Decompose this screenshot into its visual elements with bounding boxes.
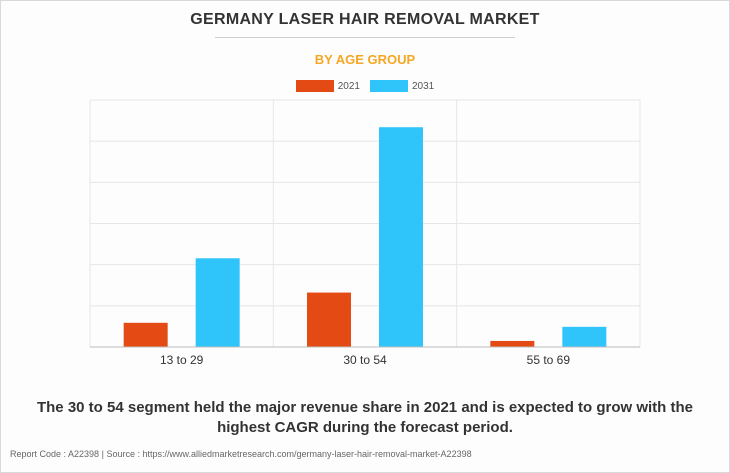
legend-swatch-2031 — [370, 80, 408, 92]
x-axis: 13 to 29 30 to 54 55 to 69 — [90, 346, 640, 367]
bar-2021-55-to-69[interactable] — [490, 340, 535, 347]
bar-2031-55-to-69[interactable] — [562, 326, 607, 347]
source-link[interactable]: Source : https://www.alliedmarketresearc… — [106, 449, 472, 459]
title-divider — [215, 37, 515, 38]
report-code: Report Code : A22398 — [10, 449, 100, 459]
bar-2021-13-to-29[interactable] — [123, 322, 168, 347]
legend-item-2021[interactable]: 2021 — [295, 80, 360, 92]
bars — [123, 127, 607, 348]
bar-2021-30-to-54[interactable] — [307, 292, 351, 347]
x-tick-label: 55 to 69 — [527, 353, 571, 367]
legend-label-2021: 2021 — [337, 80, 360, 92]
footer: Report Code : A22398 | Source : https://… — [10, 449, 720, 459]
chart-subtitle: BY AGE GROUP — [314, 52, 416, 67]
bar-2031-13-to-29[interactable] — [195, 258, 240, 347]
bar-chart: 13 to 29 30 to 54 55 to 69 — [89, 99, 641, 367]
chart-caption: The 30 to 54 segment held the major reve… — [36, 399, 694, 436]
x-tick-label: 13 to 29 — [160, 353, 204, 367]
gridlines — [89, 99, 641, 347]
legend-label-2031: 2031 — [412, 80, 435, 92]
bar-2031-30-to-54[interactable] — [379, 127, 423, 348]
chart-title: GERMANY LASER HAIR REMOVAL MARKET — [190, 11, 540, 28]
legend-swatch-2021 — [295, 80, 334, 92]
footer-separator: | — [101, 449, 104, 459]
chart-legend: 2021 2031 — [0, 80, 730, 92]
legend-item-2031[interactable]: 2031 — [370, 80, 434, 92]
x-tick-label: 30 to 54 — [343, 353, 387, 367]
